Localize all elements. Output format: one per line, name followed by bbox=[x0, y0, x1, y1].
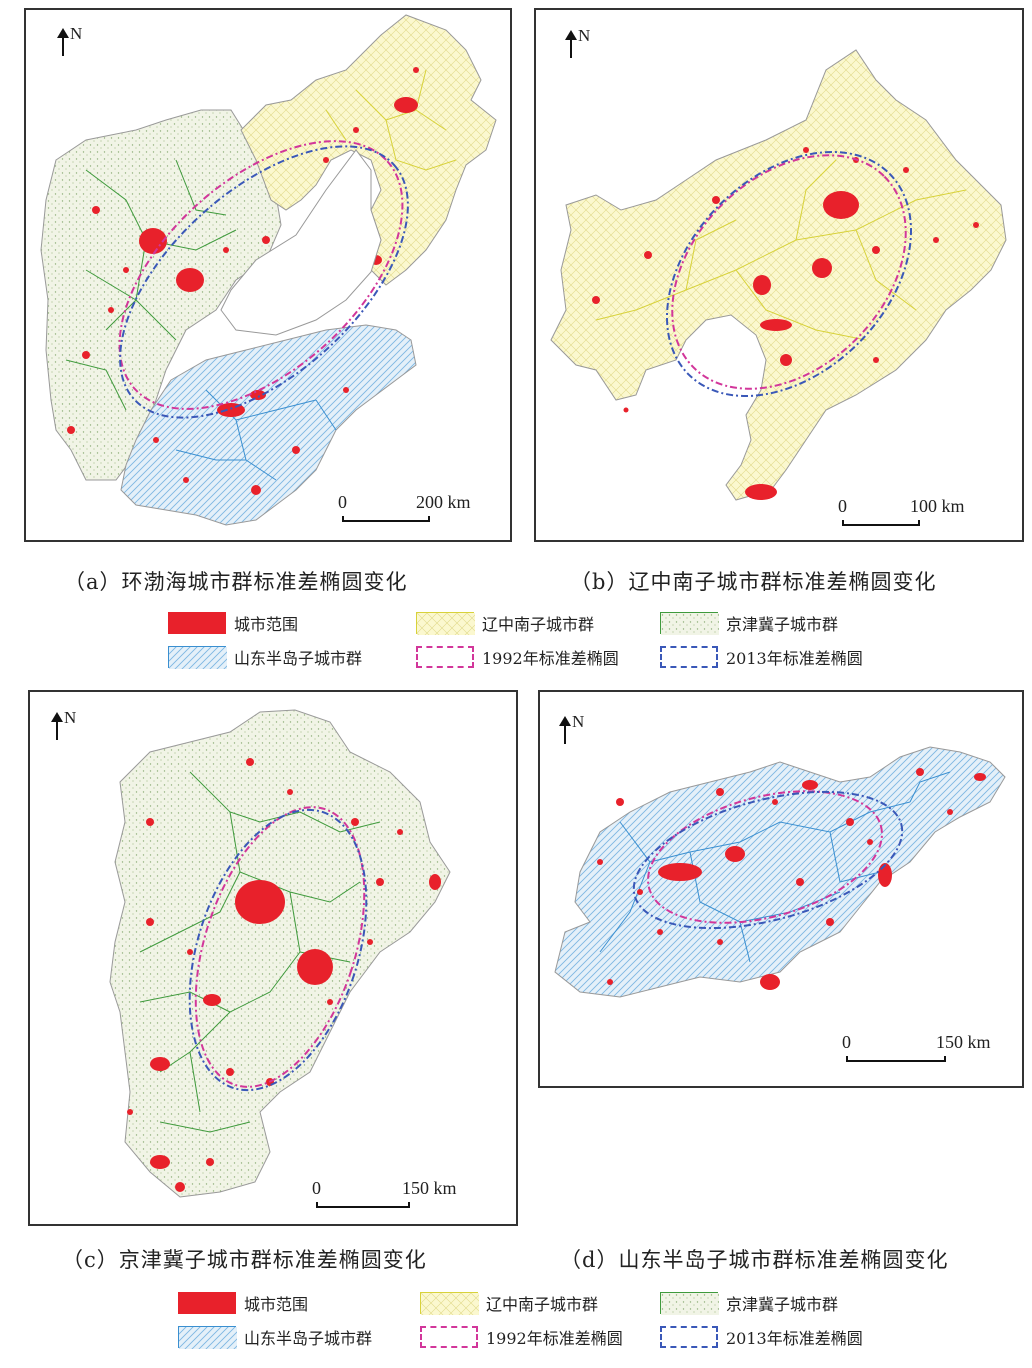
legend-label: 京津冀子城市群 bbox=[726, 615, 839, 634]
city-swatch bbox=[178, 1292, 236, 1314]
legend-label: 辽中南子城市群 bbox=[486, 1295, 599, 1314]
legend-label: 京津冀子城市群 bbox=[726, 1295, 839, 1314]
caption-a: （a）环渤海城市群标准差椭圆变化 bbox=[64, 570, 408, 594]
map-d-canvas bbox=[554, 746, 1006, 998]
ellipse-1992-c bbox=[194, 806, 366, 1088]
north-arrow-icon bbox=[51, 712, 63, 740]
legend-item-1992: 1992年标准差椭圆 bbox=[420, 1324, 623, 1350]
legend-item-city: 城市范围 bbox=[178, 1290, 308, 1316]
legend-item-1992: 1992年标准差椭圆 bbox=[416, 644, 619, 670]
north-arrow-icon bbox=[57, 28, 69, 56]
scale-end: 200 km bbox=[416, 492, 471, 512]
shandong-swatch bbox=[168, 646, 227, 669]
caption-d: （d）山东半岛子城市群标准差椭圆变化 bbox=[560, 1248, 949, 1272]
map-panel-d: N 0 150 km bbox=[538, 690, 1024, 1088]
region-jingjinji bbox=[40, 109, 282, 481]
caption-b: （b）辽中南子城市群标准差椭圆变化 bbox=[570, 570, 937, 594]
legend-label: 山东半岛子城市群 bbox=[234, 649, 363, 668]
north-label: N bbox=[70, 24, 83, 43]
ellipse-2013-a bbox=[119, 145, 409, 419]
city-patches-b bbox=[592, 147, 979, 500]
legend-label: 1992年标准差椭圆 bbox=[482, 649, 619, 668]
scale-zero: 0 bbox=[842, 1032, 851, 1052]
map-c-canvas bbox=[109, 709, 451, 1198]
north-label: N bbox=[64, 708, 77, 727]
legend-item-jingjinji: 京津冀子城市群 bbox=[660, 1290, 838, 1316]
scale-zero: 0 bbox=[312, 1178, 321, 1198]
caption-c: （c）京津冀子城市群标准差椭圆变化 bbox=[62, 1248, 427, 1272]
region-liaozhongnan-b bbox=[550, 49, 1007, 501]
ellipse-1992-b bbox=[671, 154, 907, 390]
legend-label: 山东半岛子城市群 bbox=[244, 1329, 373, 1348]
map-panel-c: N 0 150 km bbox=[28, 690, 518, 1226]
ellipse-2013-b bbox=[666, 151, 912, 397]
jingjinji-swatch bbox=[660, 1292, 719, 1315]
legend-item-shandong: 山东半岛子城市群 bbox=[168, 644, 362, 670]
scale-end: 150 km bbox=[402, 1178, 457, 1198]
legend-top: 城市范围 辽中南子城市群 京津冀子城市群 山东半岛子城市群 1992年标准差椭圆… bbox=[168, 608, 868, 672]
north-arrow-icon bbox=[559, 716, 571, 744]
map-panel-a: N 0 200 km bbox=[24, 8, 512, 542]
legend-item-liaozhongnan: 辽中南子城市群 bbox=[416, 610, 594, 636]
liaozhongnan-swatch bbox=[416, 612, 475, 635]
map-b-canvas bbox=[550, 49, 1007, 501]
city-swatch bbox=[168, 612, 226, 634]
city-patches-c bbox=[127, 758, 441, 1192]
scale-zero: 0 bbox=[338, 492, 347, 512]
legend-bottom: 城市范围 辽中南子城市群 京津冀子城市群 山东半岛子城市群 1992年标准差椭圆… bbox=[168, 1288, 868, 1352]
region-shandong-d bbox=[554, 746, 1006, 998]
legend-item-liaozhongnan: 辽中南子城市群 bbox=[420, 1290, 598, 1316]
legend-label: 城市范围 bbox=[244, 1295, 309, 1314]
shandong-swatch bbox=[178, 1326, 237, 1349]
legend-item-2013: 2013年标准差椭圆 bbox=[660, 1324, 863, 1350]
ellipse-1992-a bbox=[118, 140, 404, 410]
region-jingjinji-c bbox=[109, 709, 451, 1198]
legend-item-city: 城市范围 bbox=[168, 610, 298, 636]
north-arrow-icon bbox=[565, 30, 577, 58]
scale-end: 100 km bbox=[910, 496, 965, 516]
ellipse-2013-swatch bbox=[660, 646, 718, 668]
city-patches-d bbox=[597, 768, 986, 990]
jingjinji-swatch bbox=[660, 612, 719, 635]
legend-item-shandong: 山东半岛子城市群 bbox=[178, 1324, 372, 1350]
scale-zero: 0 bbox=[838, 496, 847, 516]
legend-item-jingjinji: 京津冀子城市群 bbox=[660, 610, 838, 636]
legend-label: 辽中南子城市群 bbox=[482, 615, 595, 634]
ellipse-1992-swatch bbox=[416, 646, 474, 668]
ellipse-2013-d bbox=[632, 790, 904, 930]
scale-end: 150 km bbox=[936, 1032, 991, 1052]
legend-label: 1992年标准差椭圆 bbox=[486, 1329, 623, 1348]
region-shandong bbox=[120, 324, 417, 526]
legend-label: 2013年标准差椭圆 bbox=[726, 649, 863, 668]
map-a-canvas bbox=[40, 14, 497, 526]
north-label: N bbox=[578, 26, 591, 45]
ellipse-2013-c bbox=[188, 808, 368, 1092]
legend-item-2013: 2013年标准差椭圆 bbox=[660, 644, 863, 670]
north-label: N bbox=[572, 712, 585, 731]
legend-label: 2013年标准差椭圆 bbox=[726, 1329, 863, 1348]
ellipse-2013-swatch bbox=[660, 1326, 718, 1348]
ellipse-1992-swatch bbox=[420, 1326, 478, 1348]
map-panel-b: N 0 100 km bbox=[534, 8, 1024, 542]
legend-label: 城市范围 bbox=[234, 615, 299, 634]
ellipse-1992-d bbox=[647, 790, 883, 924]
liaozhongnan-swatch bbox=[420, 1292, 479, 1315]
